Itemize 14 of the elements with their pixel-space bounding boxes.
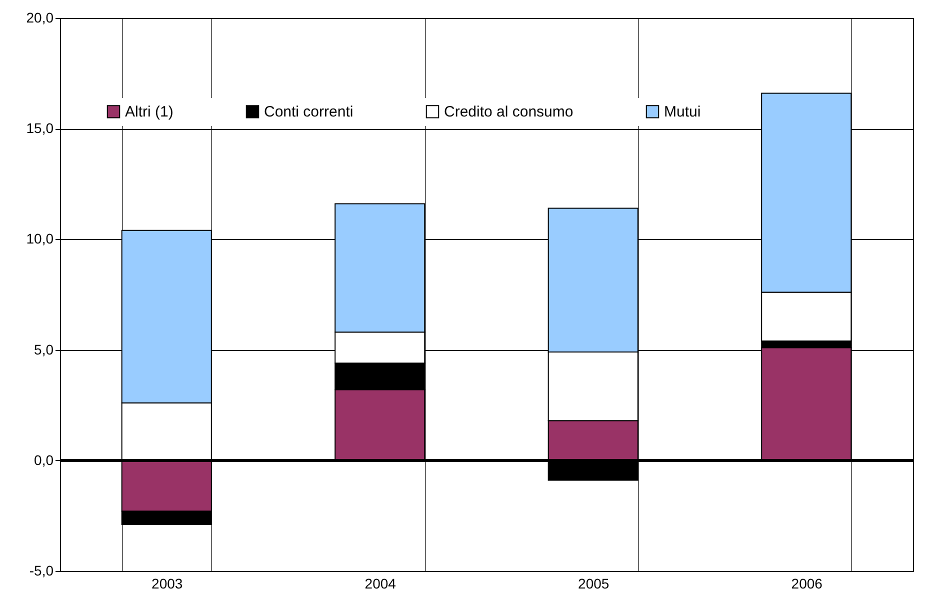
legend-label: Altri (1)	[125, 104, 174, 121]
x-tick-label: 2006	[791, 576, 823, 592]
y-tick-label: 0,0	[34, 452, 54, 468]
y-tick-label: 20,0	[26, 10, 54, 26]
x-tick-label: 2004	[364, 576, 396, 592]
legend-label: Conti correnti	[264, 104, 354, 121]
y-tick-label: 5,0	[34, 341, 54, 358]
x-tick-label: 2003	[152, 576, 183, 592]
y-tick-label: 10,0	[26, 230, 54, 247]
legend-label: Credito al consumo	[444, 104, 574, 121]
y-tick-label: -5,0	[29, 562, 54, 578]
x-tick-label: 2005	[578, 576, 610, 592]
y-tick-label: 15,0	[26, 120, 54, 136]
legend-label: Mutui	[664, 104, 701, 121]
